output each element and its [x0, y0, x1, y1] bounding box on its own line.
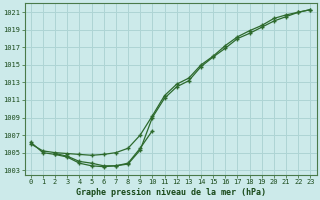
X-axis label: Graphe pression niveau de la mer (hPa): Graphe pression niveau de la mer (hPa): [76, 188, 266, 197]
